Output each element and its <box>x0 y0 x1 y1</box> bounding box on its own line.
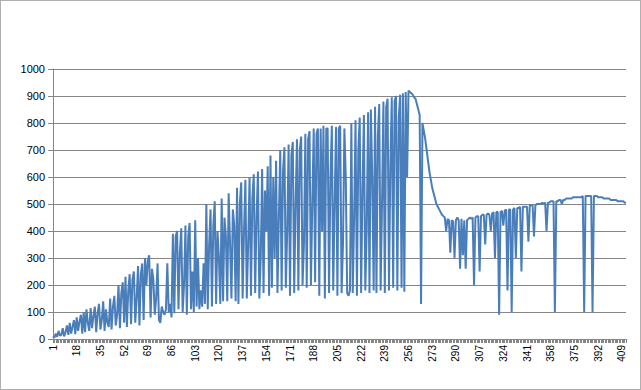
svg-text:52: 52 <box>119 345 130 357</box>
svg-text:69: 69 <box>142 345 153 357</box>
svg-text:222: 222 <box>356 345 367 362</box>
svg-text:171: 171 <box>285 345 296 362</box>
svg-text:205: 205 <box>332 345 343 362</box>
svg-text:239: 239 <box>379 345 390 362</box>
svg-text:137: 137 <box>237 345 248 362</box>
svg-text:600: 600 <box>27 171 45 183</box>
svg-text:700: 700 <box>27 144 45 156</box>
svg-text:1000: 1000 <box>21 63 45 75</box>
svg-text:500: 500 <box>27 198 45 210</box>
svg-text:154: 154 <box>261 345 272 362</box>
svg-text:409: 409 <box>616 345 627 362</box>
svg-text:18: 18 <box>71 345 82 357</box>
svg-text:188: 188 <box>308 345 319 362</box>
svg-text:273: 273 <box>427 345 438 362</box>
svg-text:300: 300 <box>27 252 45 264</box>
svg-text:358: 358 <box>545 345 556 362</box>
svg-text:35: 35 <box>95 345 106 357</box>
svg-text:800: 800 <box>27 117 45 129</box>
svg-text:400: 400 <box>27 225 45 237</box>
svg-text:0: 0 <box>39 333 45 345</box>
svg-text:375: 375 <box>569 345 580 362</box>
svg-text:324: 324 <box>498 345 509 362</box>
svg-text:120: 120 <box>213 345 224 362</box>
svg-text:307: 307 <box>474 345 485 362</box>
svg-text:1: 1 <box>48 345 59 351</box>
svg-text:341: 341 <box>522 345 533 362</box>
svg-text:900: 900 <box>27 90 45 102</box>
svg-text:103: 103 <box>190 345 201 362</box>
svg-text:256: 256 <box>403 345 414 362</box>
svg-text:100: 100 <box>27 306 45 318</box>
svg-text:392: 392 <box>593 345 604 362</box>
svg-text:290: 290 <box>450 345 461 362</box>
svg-text:200: 200 <box>27 279 45 291</box>
svg-text:86: 86 <box>166 345 177 357</box>
